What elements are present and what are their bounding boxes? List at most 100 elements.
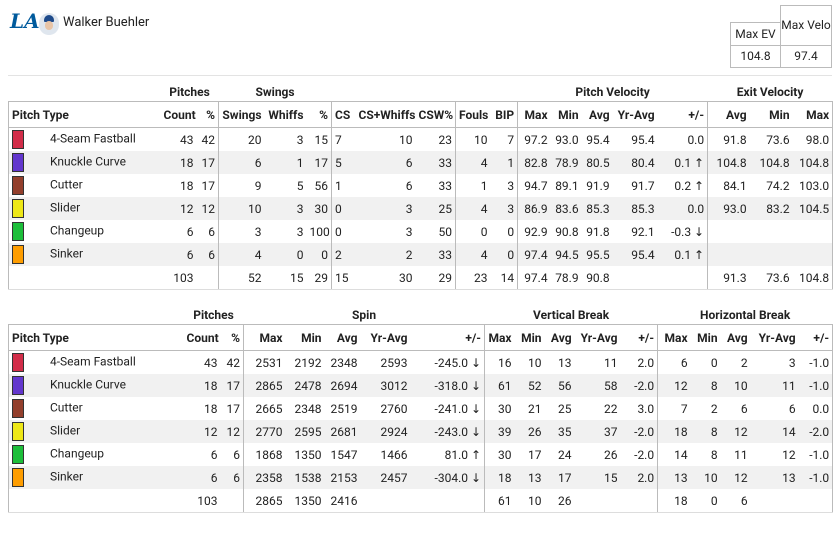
pitch-name: Sinker	[50, 246, 84, 261]
cell: 3	[218, 220, 265, 243]
pitch-type: Sinker	[8, 466, 184, 489]
pitch-type: Changeup	[8, 220, 161, 243]
cell: 6	[220, 466, 244, 489]
cell: 12	[782, 447, 796, 462]
cell: -1.0	[798, 350, 834, 374]
cell: 2694	[324, 374, 361, 397]
cell: 7	[507, 132, 515, 147]
total-cell: 30	[355, 266, 416, 290]
column-header: CSW%	[415, 101, 456, 128]
cell: 26	[604, 447, 618, 462]
cell: 95.4	[586, 132, 610, 147]
cell: 4	[218, 243, 265, 266]
cell: 2924	[360, 420, 411, 443]
total-cell	[620, 489, 658, 513]
cell: 3	[788, 355, 796, 370]
total-cell: 29	[306, 266, 332, 290]
cell: 15	[574, 466, 621, 489]
group-header: Pitch Velocity	[575, 85, 650, 99]
group-header-row: Pitches Spin Vertical Break Horizontal Brea…	[9, 306, 833, 325]
cell: 9	[218, 174, 265, 197]
cell: 0	[490, 243, 518, 266]
group-header: Exit Velocity	[736, 85, 804, 99]
pitch-row: Knuckle Curve 18 17 2865 2478 2694 3012 -318.0 …	[8, 374, 834, 397]
cell: 3	[264, 197, 307, 220]
cell	[749, 243, 793, 266]
cell: 2865	[243, 374, 286, 397]
cell: 6	[355, 151, 416, 174]
pitch-name: 4-Seam Fastball	[50, 354, 136, 369]
column-header: Swings	[218, 101, 265, 128]
total-cell	[8, 266, 161, 290]
pitch-type: Knuckle Curve	[8, 151, 161, 174]
cell: 0	[710, 355, 718, 370]
column-header: Avg	[544, 324, 575, 351]
cell: 30	[484, 397, 515, 420]
cell: 20	[218, 127, 265, 151]
column-header: +/-	[410, 324, 485, 351]
cell: 6	[218, 151, 265, 174]
cell: 35	[544, 420, 575, 443]
cell: 6	[740, 401, 748, 416]
cell: 3012	[360, 374, 411, 397]
pitch-color	[12, 376, 24, 395]
column-header: Avg	[324, 324, 361, 351]
cell: 33	[415, 243, 456, 266]
cell: 2593	[380, 355, 408, 370]
cell: -241.0 ↓	[434, 401, 482, 416]
cell: -2.0	[798, 420, 834, 443]
cell: -2.0	[620, 374, 658, 397]
cell: 14	[657, 443, 691, 466]
cell: 42	[226, 355, 241, 370]
total-cell: 97.4	[517, 266, 551, 290]
cell: 97.2	[517, 127, 551, 151]
column-header: Avg	[720, 324, 751, 351]
cell: 2760	[380, 401, 408, 416]
pitch-row: Changeup 6 6 3 3 100 0 3 50 0 0 92.9 90.8 91.8 92.1 -0.…	[8, 220, 834, 243]
cell: 11	[604, 355, 618, 370]
pitch-name: Knuckle Curve	[50, 377, 126, 392]
cell: 2.0	[637, 355, 655, 370]
total-row: 103 2865 1350 2416 61 10 26 18 0 6	[8, 489, 834, 513]
pitch-color	[12, 176, 24, 195]
cell: 14	[750, 420, 799, 443]
cell: 23	[438, 132, 453, 147]
group-header: Swings	[255, 85, 295, 99]
column-header: Count	[183, 324, 221, 351]
cell: 8	[710, 447, 718, 462]
cell: 17	[201, 178, 216, 193]
cell: 1547	[330, 447, 358, 462]
cell: 81.0 ↑	[444, 447, 482, 462]
cell: 12	[160, 197, 197, 220]
cell: 0.0	[657, 197, 708, 220]
total-row: 103 52 15 29 15 30 29 23 14 97.4 78.9 90.8 91.3 73.6 1…	[8, 266, 834, 290]
cell: 42	[201, 132, 216, 147]
cell: 91.8	[707, 127, 750, 151]
total-cell: 10	[514, 489, 545, 513]
cell: 3	[405, 224, 413, 239]
cell: 56	[544, 374, 575, 397]
cell: 2595	[285, 420, 325, 443]
cell: 74.2	[766, 178, 790, 193]
total-cell	[574, 489, 621, 513]
spacer	[9, 306, 184, 325]
cell: 30	[306, 197, 332, 220]
cell: 16	[484, 350, 515, 374]
spacer	[9, 83, 161, 102]
cell: 13	[750, 466, 799, 489]
stats-table: Pitches Spin Vertical Break Horizontal Brea…	[8, 306, 834, 513]
cell: 25	[415, 197, 456, 220]
cell: 5	[331, 151, 356, 174]
cell: 83.2	[749, 197, 793, 220]
cell	[750, 220, 793, 243]
cell: 12	[196, 197, 219, 220]
cell: 10	[218, 197, 265, 220]
column-header: Fouls	[455, 101, 491, 128]
cell: 3.0	[637, 401, 655, 416]
cell: 98.0	[792, 127, 834, 151]
cell: 0.1 ↑	[657, 243, 708, 266]
total-cell: 73.6	[749, 266, 793, 290]
pitch-name: Changeup	[50, 446, 105, 461]
cell: 95.4	[631, 132, 655, 147]
cell: 30	[484, 443, 515, 466]
